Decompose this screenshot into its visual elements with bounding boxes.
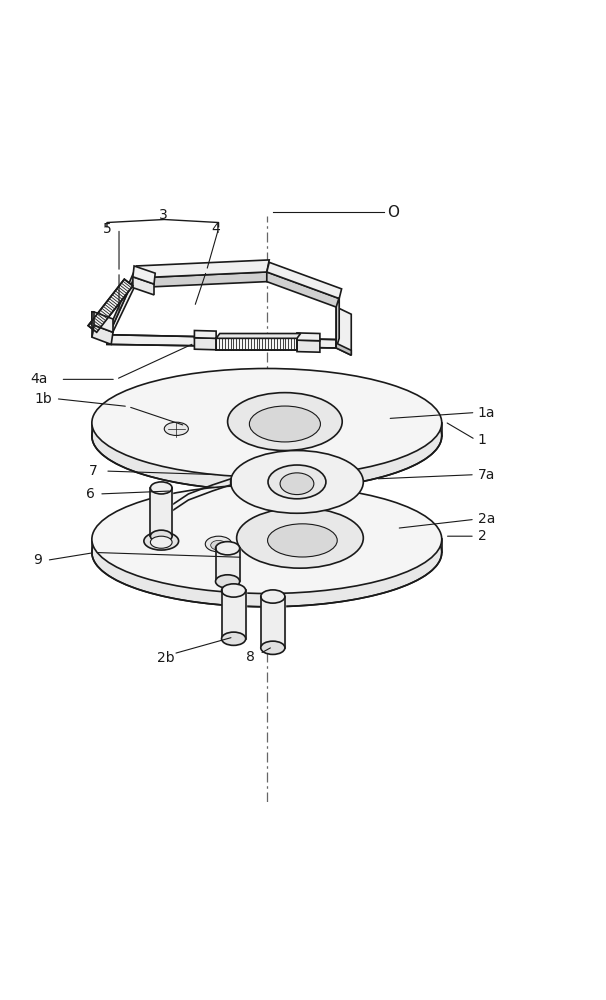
Polygon shape	[107, 335, 336, 348]
Ellipse shape	[222, 632, 245, 645]
Text: 1b: 1b	[35, 392, 52, 406]
Text: O: O	[387, 205, 399, 220]
Text: 9: 9	[33, 553, 42, 567]
Ellipse shape	[250, 406, 321, 442]
Polygon shape	[336, 343, 351, 355]
Text: 3: 3	[159, 208, 167, 222]
Polygon shape	[336, 307, 351, 355]
Polygon shape	[297, 333, 320, 341]
Text: 2a: 2a	[478, 512, 495, 526]
Polygon shape	[195, 338, 216, 350]
Text: 4a: 4a	[30, 372, 48, 386]
Ellipse shape	[231, 451, 364, 513]
Polygon shape	[107, 278, 134, 344]
Polygon shape	[88, 279, 133, 332]
Polygon shape	[216, 334, 301, 338]
Ellipse shape	[150, 530, 172, 542]
Ellipse shape	[216, 575, 239, 588]
Polygon shape	[92, 312, 94, 337]
Ellipse shape	[92, 382, 442, 490]
Text: 7: 7	[89, 464, 98, 478]
Text: 6: 6	[86, 487, 95, 501]
Ellipse shape	[280, 473, 314, 495]
Ellipse shape	[228, 393, 342, 451]
Ellipse shape	[222, 584, 245, 597]
Polygon shape	[134, 272, 267, 288]
Polygon shape	[108, 266, 136, 335]
Polygon shape	[92, 312, 113, 332]
Ellipse shape	[261, 590, 285, 603]
Text: 2: 2	[478, 529, 487, 543]
Ellipse shape	[164, 422, 188, 435]
Polygon shape	[195, 330, 216, 338]
Ellipse shape	[92, 368, 442, 477]
Ellipse shape	[237, 508, 364, 568]
Ellipse shape	[92, 498, 442, 607]
Polygon shape	[336, 297, 339, 348]
Ellipse shape	[150, 536, 172, 548]
Ellipse shape	[261, 641, 285, 654]
Text: 7a: 7a	[478, 468, 495, 482]
Ellipse shape	[216, 542, 239, 555]
Text: 5: 5	[103, 222, 112, 236]
Polygon shape	[92, 325, 113, 344]
Polygon shape	[267, 272, 339, 308]
Ellipse shape	[144, 532, 179, 550]
Ellipse shape	[92, 485, 442, 593]
Ellipse shape	[205, 536, 232, 552]
Text: 4: 4	[211, 222, 220, 236]
Polygon shape	[107, 324, 111, 344]
Polygon shape	[133, 277, 154, 295]
Ellipse shape	[150, 482, 172, 494]
Ellipse shape	[211, 540, 227, 550]
Ellipse shape	[268, 465, 326, 499]
Polygon shape	[134, 260, 269, 278]
Text: 1a: 1a	[478, 406, 496, 420]
Text: 8: 8	[245, 650, 255, 664]
Polygon shape	[216, 338, 297, 350]
Text: 2b: 2b	[157, 651, 175, 665]
Ellipse shape	[268, 524, 337, 557]
Polygon shape	[133, 266, 155, 284]
Polygon shape	[267, 262, 342, 299]
Polygon shape	[297, 340, 320, 352]
Text: 1: 1	[478, 433, 487, 447]
